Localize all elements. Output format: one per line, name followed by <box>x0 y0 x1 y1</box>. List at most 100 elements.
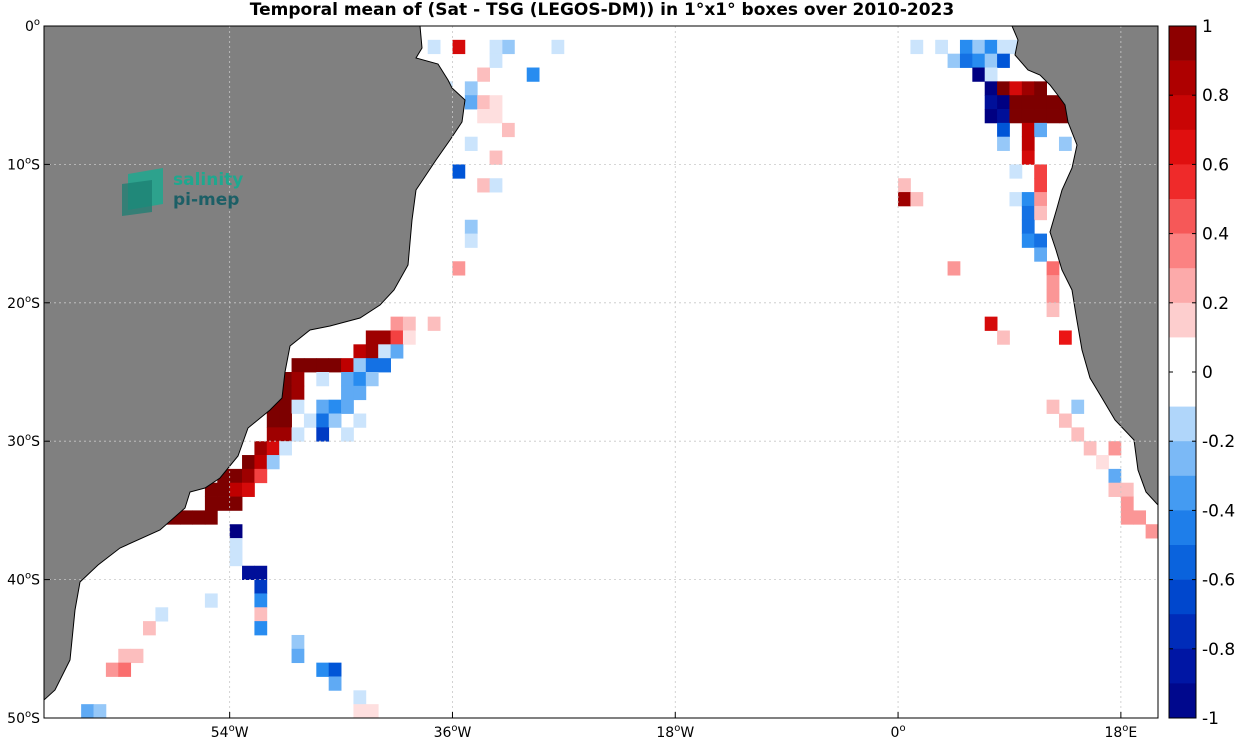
grid-cell <box>291 648 305 664</box>
grid-cell <box>118 662 132 677</box>
grid-cell <box>242 482 255 497</box>
grid-cell <box>1046 399 1060 414</box>
grid-cell <box>1096 455 1109 470</box>
grid-cell <box>947 53 961 68</box>
grid-cell <box>1009 164 1023 179</box>
grid-cell <box>328 676 342 691</box>
grid-cell <box>1071 427 1085 442</box>
grid-cell <box>489 109 503 124</box>
x-tick-label: 18oW <box>656 723 694 740</box>
grid-cell <box>1071 399 1085 414</box>
grid-cell <box>1034 247 1047 262</box>
grid-cell <box>1120 510 1134 525</box>
grid-cell <box>551 39 565 55</box>
colorbar-tick-label: 0.6 <box>1202 155 1229 175</box>
grid-cell <box>266 427 280 442</box>
grid-cell <box>316 662 330 677</box>
grid-cell <box>303 358 317 373</box>
grid-cell <box>93 704 107 718</box>
grid-cell <box>984 39 998 55</box>
colorbar-segment <box>1169 579 1196 615</box>
grid-cell <box>452 164 466 179</box>
grid-cell <box>1034 205 1047 221</box>
y-axis-ticks: 0o 10oS 20oS 30oS 40oS 50oS <box>7 17 50 727</box>
y-tick-label: 50oS <box>7 709 40 727</box>
colorbar-segment <box>1169 337 1196 373</box>
grid-cell <box>266 455 280 470</box>
grid-cell <box>291 358 305 373</box>
colorbar-tick-label: 0.8 <box>1202 86 1229 106</box>
grid-cell <box>378 344 391 359</box>
grid-cell <box>303 413 317 428</box>
chart-title: Temporal mean of (Sat - TSG (LEGOS-DM)) … <box>250 0 954 20</box>
grid-cell <box>316 358 330 373</box>
grid-cell <box>1046 261 1060 276</box>
map-area <box>44 26 1158 718</box>
grid-cell <box>1083 441 1097 456</box>
grid-cell <box>378 358 391 373</box>
grid-cell <box>328 358 342 373</box>
grid-cell <box>353 704 367 718</box>
colorbar-tick-label: 0.2 <box>1202 294 1229 314</box>
grid-cell <box>390 316 404 331</box>
grid-cell <box>501 122 515 138</box>
grid-cell <box>291 634 305 650</box>
grid-cell <box>390 344 404 359</box>
grid-cell <box>1021 192 1035 207</box>
grid-cell <box>316 427 330 442</box>
grid-cell <box>1021 233 1035 248</box>
grid-cell <box>353 413 367 428</box>
grid-cell <box>1108 482 1122 497</box>
grid-cell <box>254 593 268 608</box>
grid-cell <box>242 455 255 470</box>
grid-cell <box>254 607 268 622</box>
x-tick-label: 0o <box>891 723 906 740</box>
grid-cell <box>1009 192 1023 207</box>
logo: salinity pi-mep <box>122 168 243 216</box>
x-tick-label: 36oW <box>434 723 472 740</box>
grid-cell <box>254 621 268 636</box>
grid-cell <box>1034 81 1047 96</box>
grid-cell <box>997 109 1010 124</box>
grid-cell <box>984 95 998 110</box>
colorbar-segment <box>1169 545 1196 580</box>
grid-cell <box>328 662 342 677</box>
grid-cell <box>1058 136 1072 151</box>
grid-cell <box>489 53 503 68</box>
grid-cell <box>1046 302 1060 318</box>
grid-cell <box>972 67 986 82</box>
grid-cell <box>254 579 268 594</box>
grid-cell <box>935 39 948 55</box>
colorbar-segment <box>1169 614 1196 650</box>
grid-cell <box>1034 109 1047 124</box>
grid-cell <box>464 136 478 151</box>
grid-cell <box>489 150 503 165</box>
colorbar <box>1168 25 1197 719</box>
grid-cell <box>254 455 268 470</box>
y-tick-label: 40oS <box>7 571 40 589</box>
grid-cell <box>204 510 218 525</box>
colorbar-segment <box>1169 26 1196 61</box>
grid-cell <box>489 39 503 55</box>
y-tick-label: 0o <box>25 17 40 35</box>
grid-cell <box>1021 150 1035 165</box>
grid-cell <box>378 330 391 345</box>
grid-cell <box>1021 219 1035 234</box>
y-tick-label: 30oS <box>7 432 40 450</box>
grid-cell <box>997 136 1010 151</box>
colorbar-tick-label: -0.8 <box>1202 640 1235 660</box>
grid-cell <box>229 551 243 567</box>
grid-cell <box>341 358 354 373</box>
grid-cell <box>452 261 466 276</box>
grid-cell <box>217 496 231 511</box>
grid-cell <box>130 648 144 664</box>
grid-cell <box>229 524 243 539</box>
grid-cell <box>143 621 156 636</box>
grid-cell <box>1009 81 1023 96</box>
colorbar-tick-label: -0.2 <box>1202 432 1235 452</box>
colorbar-tick-label: -0.4 <box>1202 501 1235 521</box>
y-tick-label: 10oS <box>7 155 40 173</box>
grid-cell <box>1108 441 1122 456</box>
grid-cell <box>204 496 218 511</box>
